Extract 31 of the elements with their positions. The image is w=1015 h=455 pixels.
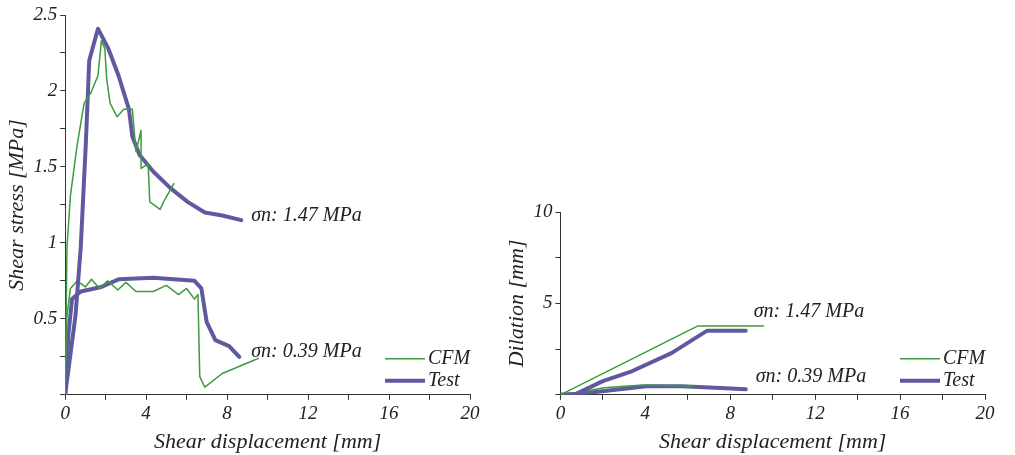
x-tick-label: 0	[555, 402, 566, 424]
x-axis-title: Shear displacement [mm]	[659, 427, 887, 453]
y-tick-label: 5	[542, 291, 553, 313]
annotation: σn: 1.47 MPa	[251, 203, 362, 226]
legend-label: CFM	[428, 346, 472, 369]
x-tick-label: 16	[890, 402, 911, 424]
y-tick-label: 10	[533, 200, 553, 221]
annotation: σn: 0.39 MPa	[251, 339, 362, 362]
x-tick-label: 16	[379, 402, 400, 424]
x-tick-label: 4	[141, 402, 152, 424]
legend-label: Test	[943, 368, 975, 391]
annotation: σn: 1.47 MPa	[753, 299, 865, 322]
x-tick-label: 20	[975, 402, 995, 424]
y-tick-label: 2	[47, 78, 58, 100]
legend-label: CFM	[943, 346, 987, 369]
x-tick-label: 0	[60, 402, 71, 424]
x-tick-label: 8	[725, 402, 736, 424]
x-tick-label: 12	[298, 402, 319, 424]
y-axis-title: Shear stress [MPa]	[2, 119, 28, 291]
y-tick-label: 0.5	[33, 306, 58, 328]
y-axis-title: Dilation [mm]	[502, 239, 528, 369]
annotation: σn: 0.39 MPa	[755, 364, 867, 387]
legend-label: Test	[428, 368, 460, 391]
x-tick-label: 12	[805, 402, 826, 424]
x-axis-title: Shear displacement [mm]	[153, 427, 382, 453]
x-tick-label: 4	[640, 402, 651, 424]
y-tick-label: 1.5	[33, 154, 58, 176]
y-tick-label: 1	[47, 230, 58, 252]
x-tick-label: 8	[222, 402, 233, 424]
x-tick-label: 20	[460, 402, 480, 424]
y-tick-label: 2.5	[33, 3, 58, 24]
